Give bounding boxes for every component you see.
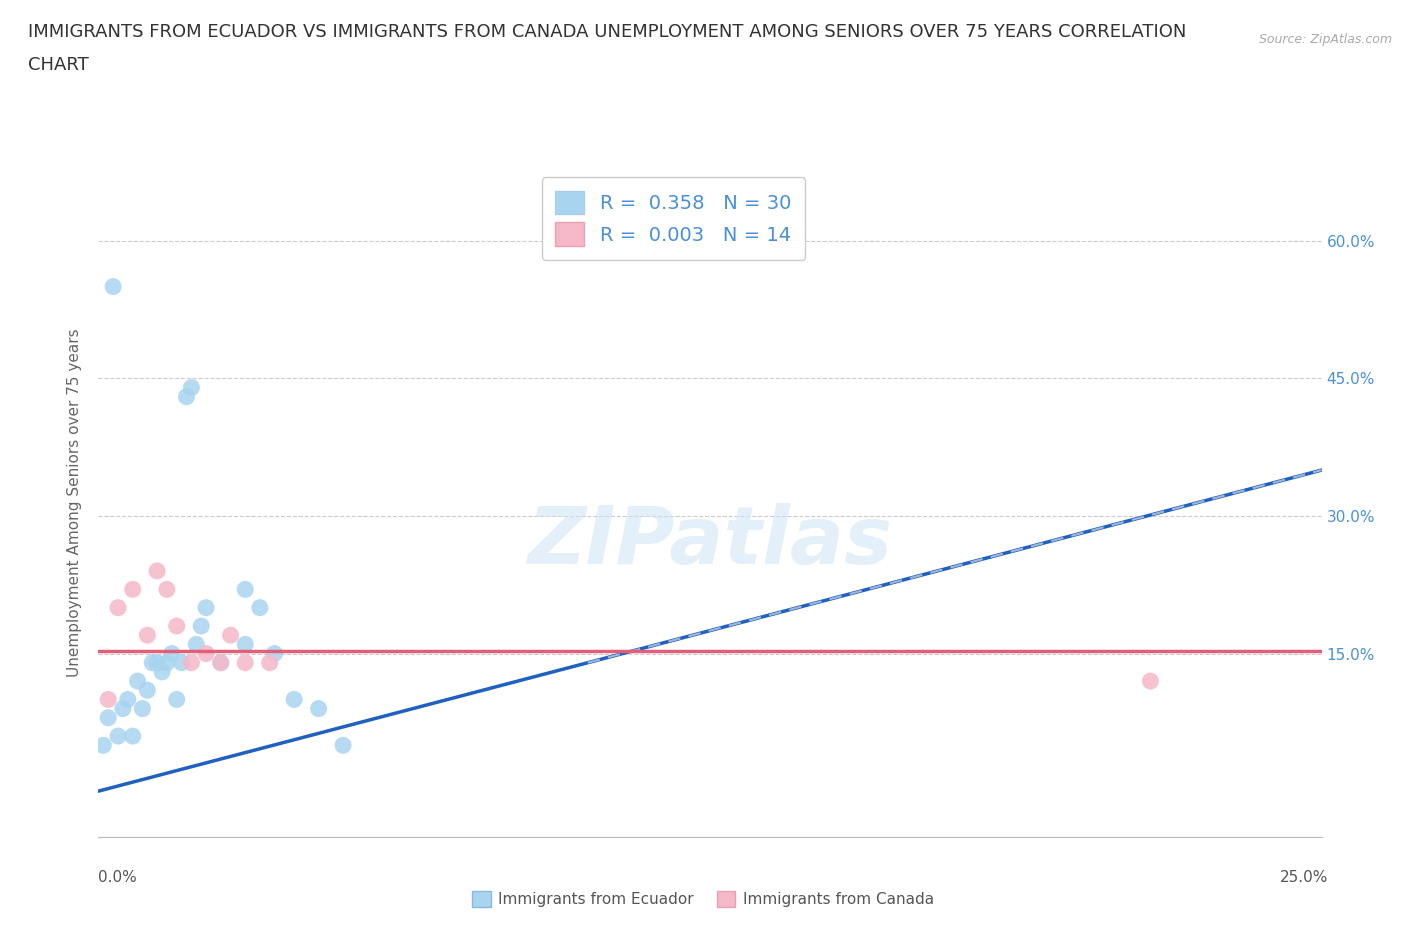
Point	[233, 656, 256, 671]
Point	[97, 692, 120, 707]
Point	[259, 656, 281, 671]
Point	[180, 656, 202, 671]
Point	[111, 701, 134, 716]
Point	[150, 664, 173, 679]
Point	[136, 683, 159, 698]
Text: IMMIGRANTS FROM ECUADOR VS IMMIGRANTS FROM CANADA UNEMPLOYMENT AMONG SENIORS OVE: IMMIGRANTS FROM ECUADOR VS IMMIGRANTS FR…	[28, 23, 1187, 41]
Point	[127, 673, 149, 688]
Point	[249, 600, 271, 615]
Point	[1139, 673, 1161, 688]
Text: ZIPatlas: ZIPatlas	[527, 503, 893, 581]
Point	[190, 618, 212, 633]
Point	[107, 600, 129, 615]
Text: 0.0%: 0.0%	[98, 870, 138, 884]
Point	[209, 656, 232, 671]
Point	[156, 656, 179, 671]
Text: 25.0%: 25.0%	[1281, 870, 1329, 884]
Point	[186, 637, 208, 652]
Text: Source: ZipAtlas.com: Source: ZipAtlas.com	[1258, 33, 1392, 46]
Point	[160, 646, 183, 661]
Point	[219, 628, 242, 643]
Point	[97, 711, 120, 725]
Point	[166, 692, 188, 707]
Point	[141, 656, 163, 671]
Legend: R =  0.358   N = 30, R =  0.003   N = 14: R = 0.358 N = 30, R = 0.003 N = 14	[541, 177, 806, 259]
Point	[180, 380, 202, 395]
Point	[107, 729, 129, 744]
Point	[121, 729, 143, 744]
Point	[166, 618, 188, 633]
Point	[209, 656, 232, 671]
Text: CHART: CHART	[28, 56, 89, 73]
Point	[195, 600, 218, 615]
Point	[131, 701, 153, 716]
Point	[176, 390, 198, 405]
Point	[233, 637, 256, 652]
Y-axis label: Unemployment Among Seniors over 75 years: Unemployment Among Seniors over 75 years	[67, 328, 83, 676]
Point	[121, 582, 143, 597]
Point	[195, 646, 218, 661]
Legend: Immigrants from Ecuador, Immigrants from Canada: Immigrants from Ecuador, Immigrants from…	[465, 884, 941, 913]
Point	[91, 737, 114, 752]
Point	[308, 701, 330, 716]
Point	[283, 692, 305, 707]
Point	[332, 737, 354, 752]
Point	[170, 656, 193, 671]
Point	[146, 656, 169, 671]
Point	[117, 692, 139, 707]
Point	[101, 279, 124, 294]
Point	[146, 564, 169, 578]
Point	[136, 628, 159, 643]
Point	[156, 582, 179, 597]
Point	[263, 646, 285, 661]
Point	[233, 582, 256, 597]
